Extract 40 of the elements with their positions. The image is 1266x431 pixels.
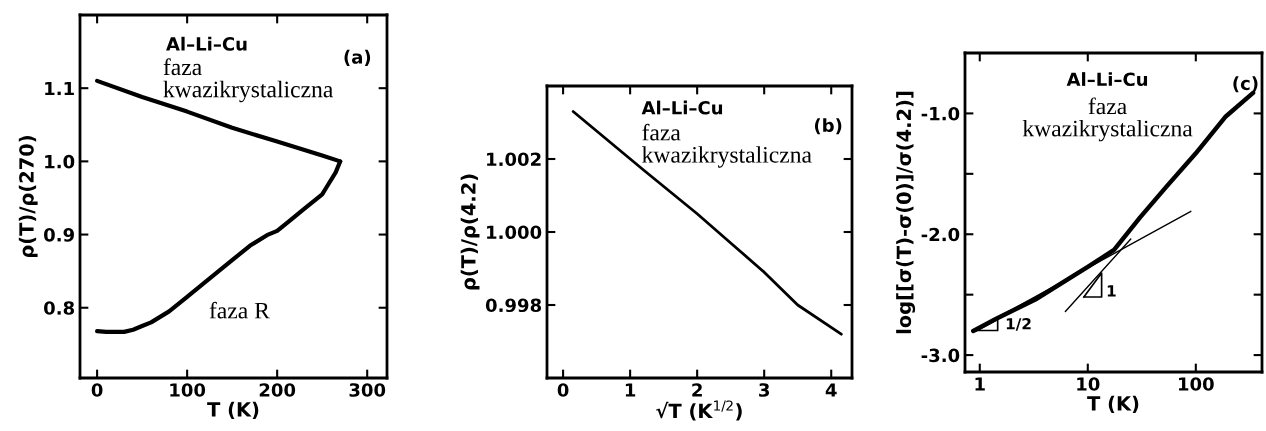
y-tick-label: 0.998 bbox=[485, 298, 542, 313]
x-axis-title: T (K) bbox=[207, 401, 259, 420]
x-tick-label: 2 bbox=[692, 383, 702, 397]
y-axis-title: ρ(T)/ρ(270) bbox=[18, 136, 38, 258]
annotation: Al–Li–Cu bbox=[641, 100, 723, 115]
y-tick-label: -3.0 bbox=[921, 348, 960, 363]
y-tick-label: 1.002 bbox=[487, 152, 541, 167]
annotation: faza kwazikrystaliczna bbox=[1022, 97, 1193, 142]
y-tick-label: 1.1 bbox=[45, 81, 74, 96]
x-axis-title: T (K) bbox=[1087, 395, 1139, 414]
y-axis-title: log[[σ(T)-σ(0)]/σ(4.2)] bbox=[896, 91, 916, 334]
x-tick-label: 100 bbox=[170, 383, 206, 397]
y-tick-label: 0.8 bbox=[44, 301, 75, 315]
y-tick-label: 1.000 bbox=[487, 225, 542, 240]
annotation: faza kwazikrystaliczna bbox=[163, 58, 334, 103]
x-tick-label: 1 bbox=[975, 377, 985, 391]
y-tick-label: -2.0 bbox=[921, 227, 960, 242]
y-tick-label: 0.9 bbox=[44, 228, 74, 242]
y-tick-label: 1.0 bbox=[45, 154, 75, 169]
annotation: faza kwazikrystaliczna bbox=[642, 123, 812, 168]
annotation: 1/2 bbox=[1006, 317, 1031, 331]
annotation: (c) bbox=[1233, 76, 1258, 93]
x-tick-label: 3 bbox=[759, 383, 770, 397]
x-tick-label: 0 bbox=[91, 383, 103, 397]
x-tick-label: 200 bbox=[259, 383, 296, 397]
x-axis-title: √T (K$^{1/2}$) bbox=[656, 400, 742, 421]
annotation: Al–Li–Cu bbox=[166, 36, 247, 51]
annotation: Al–Li–Cu bbox=[1066, 72, 1148, 87]
x-tick-label: 1 bbox=[625, 383, 636, 397]
annotation: 1 bbox=[1107, 285, 1116, 297]
x-tick-label: 4 bbox=[825, 383, 837, 397]
x-tick-label: 300 bbox=[349, 383, 386, 397]
x-tick-label: 10 bbox=[1077, 377, 1100, 391]
y-tick-label: -1.0 bbox=[921, 106, 960, 121]
x-tick-label: 100 bbox=[1179, 377, 1214, 391]
annotation: (b) bbox=[814, 118, 842, 135]
x-tick-label: 0 bbox=[557, 383, 569, 397]
y-axis-title: ρ(T)/ρ(4.2) bbox=[460, 174, 480, 290]
annotation: faza R bbox=[209, 301, 270, 319]
annotation: (a) bbox=[344, 49, 371, 66]
